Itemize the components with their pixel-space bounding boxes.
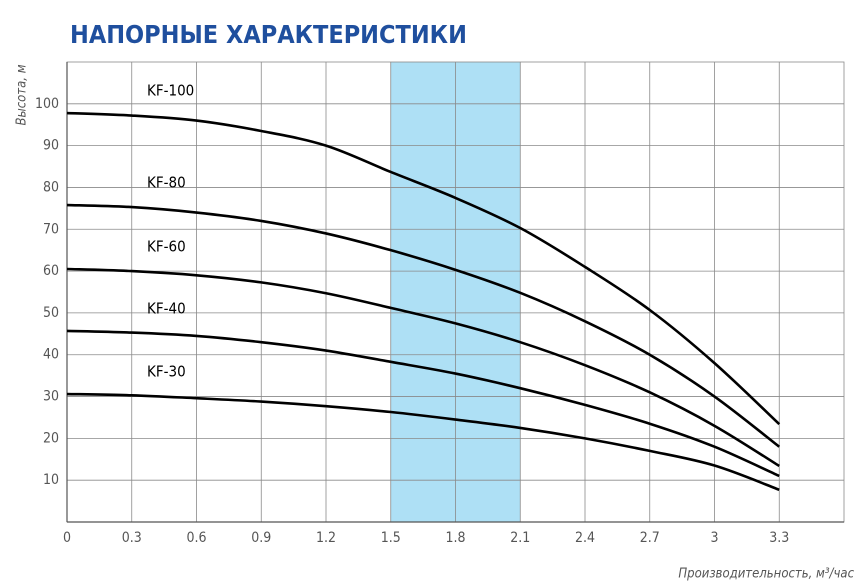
x-tick-label: 2.7 xyxy=(640,530,660,546)
x-tick-label: 1.5 xyxy=(381,530,401,546)
series-label: KF-60 xyxy=(147,238,186,256)
curve xyxy=(66,267,780,468)
y-tick-label: 40 xyxy=(43,347,59,363)
curve xyxy=(66,329,780,478)
series-label: KF-100 xyxy=(147,82,194,100)
y-axis-label: Высота, м xyxy=(15,64,30,125)
curve xyxy=(66,203,781,448)
curve xyxy=(66,111,781,426)
y-tick-label: 50 xyxy=(43,305,59,321)
y-tick-label: 20 xyxy=(43,430,59,446)
series-label: KF-80 xyxy=(147,174,186,192)
x-tick-label: 0.9 xyxy=(251,530,271,546)
y-tick-label: 70 xyxy=(43,221,59,237)
y-tick-label: 80 xyxy=(43,179,59,195)
chart-title: НАПОРНЫЕ ХАРАКТЕРИСТИКИ xyxy=(70,20,467,49)
x-tick-label: 3 xyxy=(710,530,718,546)
x-tick-label: 1.8 xyxy=(445,530,465,546)
x-tick-label: 0.6 xyxy=(186,530,206,546)
y-tick-label: 100 xyxy=(35,96,59,112)
curve xyxy=(66,392,780,492)
x-tick-label: 2.4 xyxy=(575,530,595,546)
x-tick-label: 0.3 xyxy=(122,530,142,546)
series-label: KF-30 xyxy=(147,363,186,381)
x-tick-label: 0 xyxy=(63,530,71,546)
x-tick-label: 3.3 xyxy=(769,530,789,546)
x-axis-label: Производительность, м³/час xyxy=(678,567,854,582)
x-tick-label: 2.1 xyxy=(510,530,530,546)
y-tick-label: 60 xyxy=(43,263,59,279)
series-label: KF-40 xyxy=(147,299,186,317)
y-tick-label: 10 xyxy=(43,472,59,488)
x-tick-label: 1.2 xyxy=(316,530,336,546)
y-tick-label: 30 xyxy=(43,389,59,405)
y-tick-label: 90 xyxy=(43,138,59,154)
